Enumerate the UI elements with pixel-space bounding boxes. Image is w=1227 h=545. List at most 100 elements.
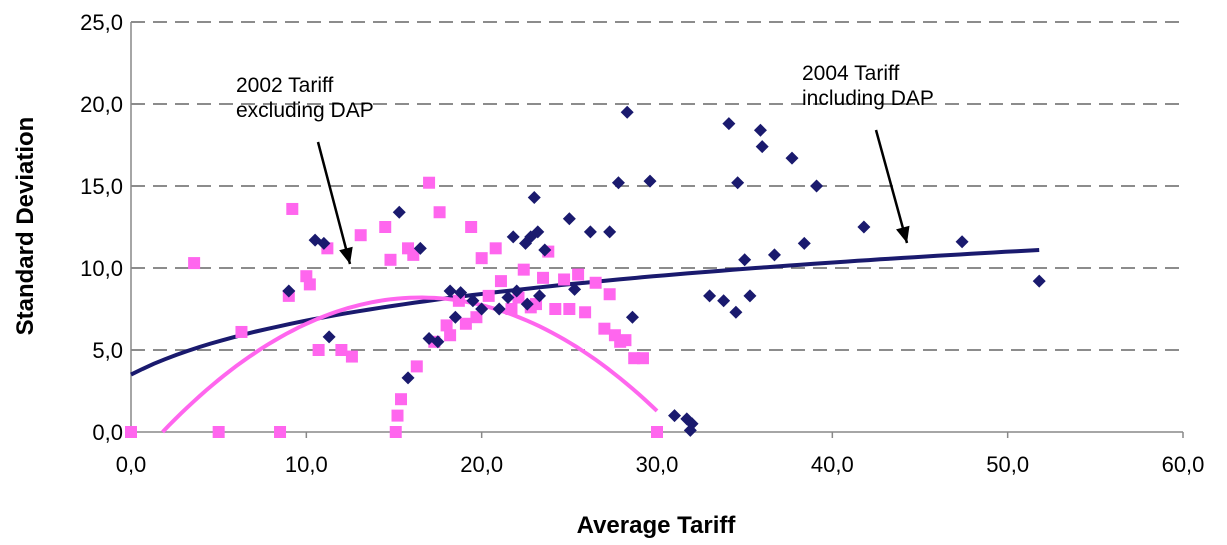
trend-line-2002 — [161, 295, 659, 434]
y-tick-label: 10,0 — [80, 256, 123, 281]
data-point-2004 — [722, 117, 736, 131]
data-point-2004 — [785, 151, 799, 165]
data-point-2004 — [510, 284, 524, 298]
data-point-2004 — [282, 284, 296, 298]
data-point-2002 — [389, 426, 402, 438]
data-point-2002 — [619, 334, 632, 347]
data-point-2002 — [286, 202, 299, 215]
y-tick-label: 0,0 — [92, 420, 123, 445]
y-tick-label: 20,0 — [80, 92, 123, 117]
x-tick-label: 60,0 — [1162, 452, 1205, 477]
data-point-2004 — [317, 236, 331, 250]
data-point-2004 — [401, 371, 415, 385]
data-point-2002 — [345, 350, 358, 363]
data-point-2004 — [531, 225, 545, 239]
data-point-2004 — [583, 225, 597, 239]
data-point-2004 — [683, 423, 697, 437]
data-point-2002 — [433, 206, 446, 219]
data-point-2004 — [322, 330, 336, 344]
data-point-2002 — [636, 352, 649, 365]
data-point-2004 — [611, 176, 625, 190]
data-point-2002 — [465, 221, 478, 233]
annotation-arrow — [874, 129, 909, 244]
x-tick-label: 10,0 — [285, 452, 328, 477]
annotation-arrow — [316, 141, 352, 265]
trend-lines — [130, 248, 1040, 434]
y-tick-label: 25,0 — [80, 10, 123, 35]
data-point-2004 — [743, 289, 757, 303]
data-point-2002 — [410, 360, 423, 373]
data-point-2004 — [431, 335, 445, 349]
data-point-2002 — [549, 303, 562, 315]
data-point-2002 — [125, 426, 137, 438]
data-point-2004 — [533, 289, 547, 303]
data-point-2004 — [568, 282, 582, 296]
data-point-2002 — [274, 426, 287, 438]
data-point-2004 — [797, 236, 811, 250]
data-point-2004 — [538, 243, 552, 257]
annotation-text: 2002 Tariff — [236, 74, 333, 97]
x-tick-labels: 0,0 10,0 20,0 30,0 40,0 50,0 60,0 — [116, 452, 1205, 477]
data-points — [125, 105, 1046, 438]
data-point-2004 — [392, 205, 406, 219]
x-tick-label: 20,0 — [460, 452, 503, 477]
data-point-2004 — [527, 190, 541, 204]
data-point-2002 — [470, 311, 483, 324]
data-point-2004 — [443, 284, 457, 298]
data-point-2004 — [448, 310, 462, 324]
data-point-2002 — [475, 252, 488, 265]
arrow-head-icon — [896, 225, 910, 243]
data-point-2002 — [444, 329, 457, 342]
data-point-2004 — [955, 235, 969, 249]
data-point-2004 — [603, 225, 617, 239]
x-tick-label: 50,0 — [986, 452, 1029, 477]
data-point-2002 — [440, 319, 453, 332]
data-point-2002 — [489, 242, 502, 255]
data-point-2002 — [235, 325, 248, 338]
data-point-2002 — [563, 303, 576, 315]
data-point-2004 — [857, 220, 871, 234]
data-point-2002 — [589, 276, 602, 289]
data-point-2004 — [454, 286, 468, 300]
trend-line-2004 — [130, 248, 1040, 377]
data-point-2002 — [572, 268, 585, 281]
data-point-2004 — [620, 105, 634, 119]
data-point-2004 — [492, 302, 506, 316]
data-point-2002 — [537, 271, 550, 284]
data-point-2002 — [505, 303, 518, 315]
data-point-2004 — [731, 176, 745, 190]
data-point-2002 — [558, 273, 571, 286]
data-point-2002 — [212, 426, 225, 438]
data-point-2002 — [407, 248, 420, 261]
data-point-2002 — [395, 393, 408, 406]
y-axis-title: Standard Deviation — [12, 117, 39, 336]
data-point-2002 — [384, 253, 397, 266]
annotation-text: including DAP — [802, 87, 934, 110]
data-point-2002 — [579, 306, 592, 319]
data-point-2004 — [562, 212, 576, 226]
y-tick-label: 15,0 — [80, 174, 123, 199]
data-point-2004 — [1032, 274, 1046, 288]
annotation-text: excluding DAP — [236, 99, 374, 122]
data-point-2002 — [312, 344, 325, 356]
data-point-2002 — [603, 288, 616, 301]
data-point-2004 — [703, 289, 717, 303]
y-tick-labels: 0,0 5,0 10,0 15,0 20,0 25,0 — [80, 10, 123, 445]
data-point-2002 — [423, 176, 436, 189]
data-point-2004 — [506, 230, 520, 244]
data-point-2004 — [717, 294, 731, 308]
data-point-2004 — [466, 294, 480, 308]
data-point-2002 — [354, 229, 367, 242]
data-point-2004 — [729, 305, 743, 319]
data-point-2002 — [482, 289, 495, 302]
data-point-2002 — [379, 221, 392, 233]
data-point-2004 — [475, 302, 489, 316]
data-point-2002 — [598, 322, 611, 335]
data-point-2004 — [810, 179, 824, 193]
x-tick-label: 0,0 — [116, 452, 147, 477]
data-point-2004 — [413, 241, 427, 255]
data-point-2002 — [188, 257, 201, 270]
y-tick-label: 5,0 — [92, 338, 123, 363]
